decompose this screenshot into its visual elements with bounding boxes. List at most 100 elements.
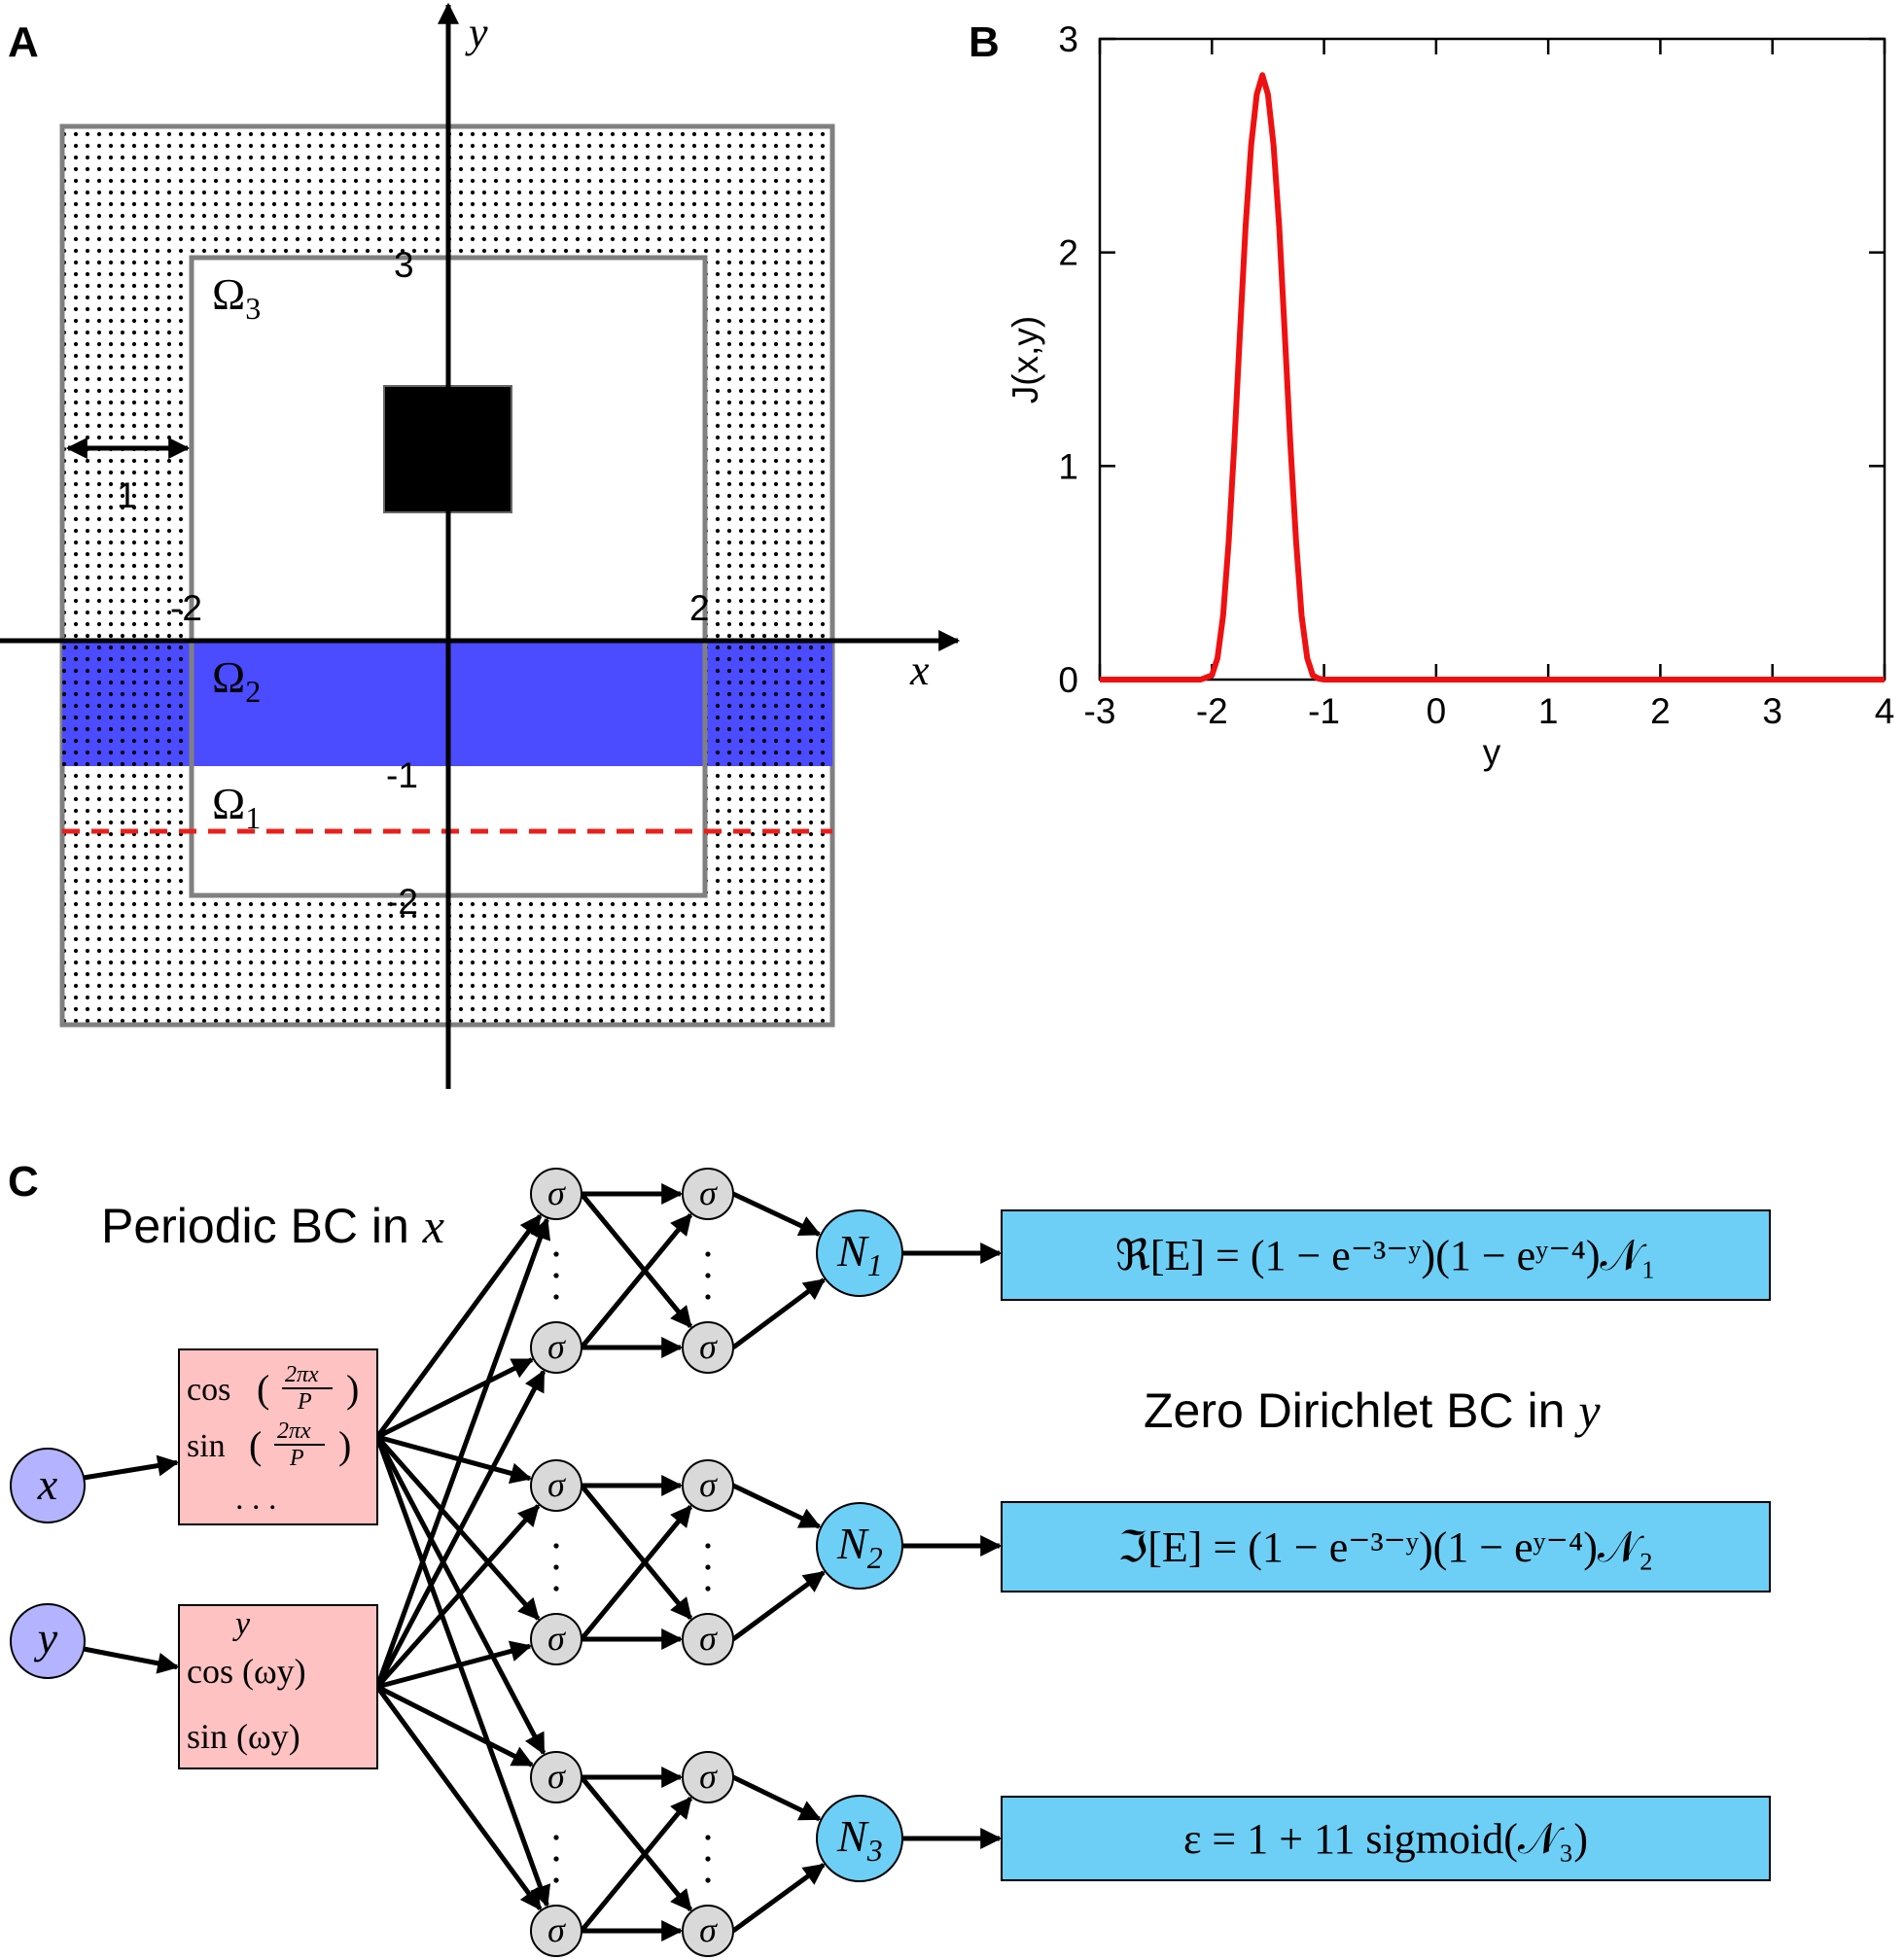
sigma-node — [530, 1751, 582, 1803]
edge-sigma-1-1-to-0 — [580, 1504, 693, 1641]
tick-x-minus2: -2 — [170, 588, 202, 628]
y-tick-label-2: 2 — [1058, 233, 1078, 273]
y-axis-title: J(x,y) — [1005, 316, 1045, 403]
nn-output-3: N3 — [816, 1795, 903, 1882]
output-box-real — [1001, 1209, 1771, 1301]
input-x-label: x — [37, 1459, 58, 1509]
network-edges — [83, 1183, 1003, 1942]
output-box-imag — [1001, 1501, 1771, 1592]
sigma-node — [530, 1459, 582, 1512]
edge-sigma-0-1-to-0 — [580, 1212, 693, 1349]
input-node-y — [10, 1603, 86, 1679]
edge-feature-0-to-sigma-2-1 — [374, 1436, 551, 1908]
edge-sigma-1-1-to-nn — [731, 1570, 826, 1642]
edge-sigma-0-0-to-1 — [580, 1192, 693, 1329]
sigma-node-label: σ — [699, 1619, 718, 1658]
svg-text:sin (ωy): sin (ωy) — [187, 1717, 300, 1756]
edge-y-to-features — [83, 1646, 180, 1674]
x-tick-label-0: -3 — [1084, 691, 1116, 731]
edge-feature-0-to-sigma-1-1 — [375, 1435, 541, 1621]
edge-feature-1-to-sigma-1-0 — [375, 1504, 541, 1689]
input-node-x — [10, 1448, 86, 1523]
nn-node-1 — [816, 1209, 903, 1297]
svg-text:P: P — [297, 1389, 312, 1415]
svg-text:sin: sin — [187, 1428, 226, 1464]
omega-3-label: Ω3 — [212, 269, 261, 326]
edge-feature-0-to-sigma-0-1 — [375, 1357, 534, 1440]
x-axis-label: x — [909, 647, 930, 694]
x-tick-label-7: 4 — [1875, 691, 1895, 731]
output-box-permittivity — [1001, 1796, 1771, 1881]
sigma-node — [682, 1905, 734, 1957]
svg-text:P: P — [289, 1446, 304, 1471]
y-tick-label-1: 1 — [1058, 446, 1078, 486]
nn-node-3 — [816, 1795, 903, 1882]
sigma-node-label: σ — [547, 1910, 566, 1949]
edge-feature-1-to-sigma-2-0 — [375, 1684, 534, 1768]
x-tick-label-1: -2 — [1196, 691, 1228, 731]
nn-output-2: N2 — [816, 1502, 903, 1590]
sigma-node — [530, 1321, 582, 1374]
nn-output-1: N1 — [816, 1209, 903, 1297]
edge-feature-1-to-sigma-2-1 — [374, 1685, 543, 1911]
x-tick-label-5: 2 — [1650, 691, 1671, 731]
edge-sigma-0-0-to-nn — [731, 1191, 822, 1237]
edge-feature-0-to-sigma-1-0 — [376, 1434, 533, 1485]
omega-2-pml-left — [62, 641, 192, 766]
edge-feature-1-to-sigma-0-0 — [374, 1217, 551, 1688]
feature-box-y-content: y cos (ωy) sin (ωy) — [187, 1606, 306, 1756]
edge-feature-0-to-sigma-2-0 — [374, 1435, 547, 1756]
panel-b-label: B — [969, 18, 1000, 66]
nn-node-2 — [816, 1502, 903, 1590]
tick-y-minus1: -1 — [386, 755, 418, 795]
panel-b: B -3 -2 -1 0 1 2 3 4 0 1 2 3 y J(x,y) — [969, 18, 1894, 772]
y-tick-label-0: 0 — [1058, 660, 1078, 700]
nn-node-3-label: N3 — [836, 1811, 883, 1868]
sigma-node — [682, 1321, 734, 1374]
panel-c: C Periodic BC in x Zero Dirichlet BC in … — [8, 1158, 1771, 1957]
feature-box-x — [178, 1348, 378, 1525]
y-tick-label-3: 3 — [1058, 19, 1078, 59]
periodic-bc-label: Periodic BC in x — [101, 1199, 444, 1253]
svg-text:): ) — [346, 1367, 359, 1411]
svg-text:cos: cos — [187, 1372, 230, 1408]
svg-text:cos (ωy): cos (ωy) — [187, 1652, 306, 1691]
edge-feature-1-to-sigma-1-1 — [376, 1640, 533, 1690]
sigma-node — [682, 1459, 734, 1512]
sigma-node — [682, 1751, 734, 1803]
sigma-node-label: σ — [547, 1465, 566, 1504]
omega-1-label: Ω1 — [212, 779, 261, 835]
width-label: 1 — [117, 475, 137, 515]
panel-c-label: C — [8, 1158, 39, 1206]
series-line — [1100, 72, 1885, 682]
sigma-layer: σ σ σ σ σ σ σ σ σ σ σ σ — [530, 1168, 734, 1957]
x-tick-label-4: 1 — [1538, 691, 1559, 731]
svg-text:. . .: . . . — [235, 1481, 277, 1517]
chart-tick-labels: -3 -2 -1 0 1 2 3 4 0 1 2 3 — [1058, 19, 1894, 731]
svg-text:2πx: 2πx — [277, 1418, 311, 1444]
x-tick-label-3: 0 — [1427, 691, 1447, 731]
edge-sigma-2-1-to-0 — [580, 1796, 693, 1933]
feature-box-x-content: cos ( 2πx P ) sin ( 2πx P ) . . . — [187, 1362, 359, 1517]
tick-y-3: 3 — [394, 245, 414, 285]
plot-frame — [1098, 37, 1886, 682]
sigma-node-label: σ — [547, 1757, 566, 1796]
edge-feature-0-to-sigma-0-0 — [374, 1213, 543, 1439]
sigma-node-label: σ — [699, 1173, 718, 1212]
edge-sigma-2-0-to-nn — [731, 1774, 822, 1822]
sigma-node — [530, 1168, 582, 1220]
tick-x-2: 2 — [689, 588, 710, 628]
sigma-node — [530, 1613, 582, 1665]
x-tick-label-6: 3 — [1762, 691, 1782, 731]
svg-text:): ) — [338, 1423, 351, 1467]
sigma-node-label: σ — [699, 1327, 718, 1366]
edge-sigma-2-0-to-1 — [580, 1775, 693, 1912]
nn-node-2-label: N2 — [836, 1519, 883, 1575]
output-permittivity-formula: ε = 1 + 11 sigmoid(𝒩₃) — [1183, 1815, 1588, 1863]
sigma-node-label: σ — [699, 1465, 718, 1504]
edge-sigma-2-1-to-nn — [731, 1863, 826, 1934]
x-axis-title: y — [1483, 732, 1501, 772]
svg-text:2πx: 2πx — [285, 1362, 319, 1387]
output-imag-formula: ℑ[E] = (1 − e⁻³⁻ʸ)(1 − eʸ⁻⁴)𝒩₂ — [1118, 1523, 1654, 1571]
sigma-node-label: σ — [547, 1173, 566, 1212]
